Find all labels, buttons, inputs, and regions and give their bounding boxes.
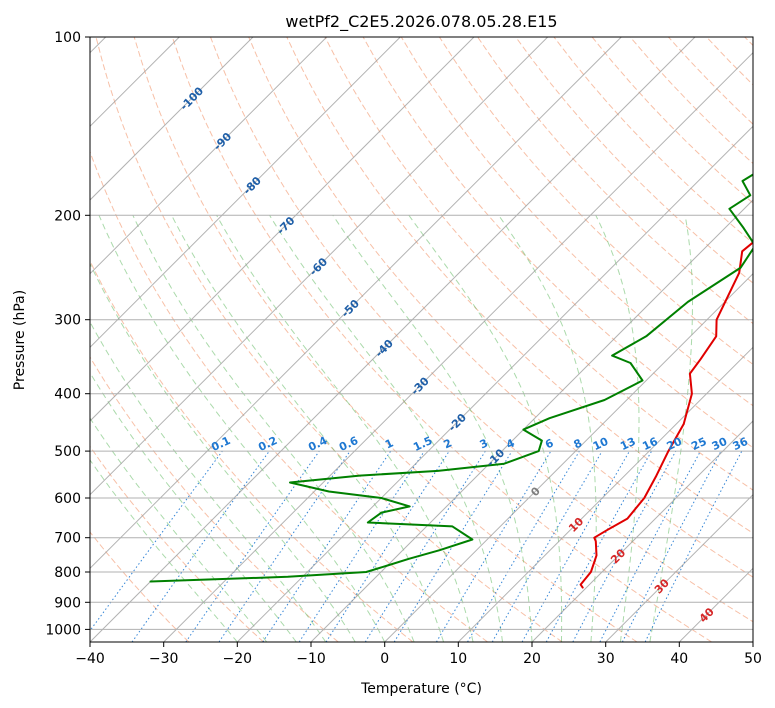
y-tick-label: 600 <box>54 491 81 507</box>
x-tick-label: −30 <box>149 651 179 667</box>
moist-adiabat-line <box>649 215 693 642</box>
pressure-gridlines <box>90 37 753 630</box>
plot-frame <box>89 36 754 643</box>
moist-adiabat-line <box>90 459 238 642</box>
mixing-ratio-label: 36 <box>731 435 751 453</box>
x-tick-label: 20 <box>523 651 541 667</box>
y-tick-label: 800 <box>54 565 81 581</box>
isotherm-line <box>90 37 622 570</box>
mixing-ratio-label: 13 <box>618 435 637 453</box>
mixing-ratio-label: 30 <box>710 435 730 453</box>
temperature-profile-line <box>579 241 753 589</box>
moist-adiabat-line <box>90 262 356 642</box>
y-tick-label: 200 <box>54 208 81 224</box>
dry-adiabat-line <box>95 37 563 642</box>
dry-adiabat-line <box>90 531 190 642</box>
x-axis-title: Temperature (°C) <box>360 681 482 697</box>
isotherm-line <box>605 493 753 642</box>
dewpoint-profile-line <box>149 173 753 583</box>
mixing-ratio-line <box>298 450 425 642</box>
x-tick-label: −10 <box>296 651 326 667</box>
chart-title: wetPf2_C2E5.2026.078.05.28.E15 <box>285 12 557 32</box>
moist-adiabat-line <box>90 417 268 642</box>
isotherm-line <box>384 272 753 642</box>
x-tick-label: −40 <box>75 651 105 667</box>
moist-adiabat-line <box>408 215 563 642</box>
dry-adiabat-line <box>133 37 638 642</box>
y-tick-label: 1000 <box>45 622 81 638</box>
x-tick-label: 30 <box>597 651 615 667</box>
moist-adiabat-line <box>332 215 533 642</box>
mixing-ratio-label: 16 <box>640 435 660 453</box>
x-axis: −40 −30 −20 −10 0 10 20 30 40 50 <box>75 642 762 667</box>
mixing-ratio-line <box>545 450 653 642</box>
reference-lines <box>90 37 753 642</box>
x-tick-label: 10 <box>449 651 467 667</box>
y-tick-label: 500 <box>54 444 81 460</box>
profile-lines <box>149 173 753 589</box>
mixing-ratio-line <box>90 450 223 632</box>
dry-adiabat-line <box>515 37 753 284</box>
y-axis-title: Pressure (hPa) <box>12 290 28 390</box>
dry-adiabat-line <box>248 37 753 578</box>
moist-adiabat-line <box>98 215 386 642</box>
y-tick-label: 900 <box>54 595 81 611</box>
mixing-ratio-label: 20 <box>665 435 685 453</box>
dry-adiabat-line <box>438 37 753 366</box>
mixing-ratio-line <box>521 450 630 642</box>
isotherm-line <box>531 420 753 642</box>
mixing-ratio-line <box>572 450 677 642</box>
mixing-ratio-line <box>131 450 270 642</box>
dry-adiabat-line <box>210 37 753 623</box>
isotherm-line <box>90 37 696 642</box>
mixing-ratio-line <box>185 450 320 642</box>
mixing-ratio-label: 10 <box>591 435 611 453</box>
x-tick-label: 40 <box>670 651 688 667</box>
mixing-ratio-line <box>262 450 392 642</box>
dry-adiabat-line <box>400 37 753 407</box>
mixing-ratio-line <box>644 450 743 642</box>
dry-adiabat-line <box>90 356 339 642</box>
moist-adiabat-line <box>90 321 327 642</box>
x-tick-label: 50 <box>744 651 762 667</box>
dry-adiabat-line <box>90 445 264 642</box>
isotherm-line <box>163 51 753 642</box>
isotherm-line <box>90 37 549 496</box>
isotherm-line <box>90 37 401 349</box>
y-tick-label: 400 <box>54 387 81 403</box>
y-axis: 100 200 300 400 500 600 700 800 900 1000 <box>45 30 90 638</box>
moist-adiabat-line <box>132 215 415 642</box>
y-tick-label: 300 <box>54 313 81 329</box>
mixing-ratio-line <box>325 450 450 642</box>
isotherm-line <box>457 346 753 642</box>
mixing-ratio-label: 25 <box>689 435 708 453</box>
x-tick-label: 0 <box>380 651 389 667</box>
y-tick-label: 100 <box>54 30 81 46</box>
isotherm-line <box>310 199 753 642</box>
dry-adiabat-line <box>171 37 712 642</box>
moist-adiabat-line <box>171 215 445 642</box>
mixing-ratio-line <box>393 450 513 642</box>
moist-adiabat-line <box>90 371 297 642</box>
isotherm-line <box>90 37 328 275</box>
isotherm-line <box>236 125 753 642</box>
isotherm-line <box>90 37 254 201</box>
x-tick-label: −20 <box>223 651 253 667</box>
moist-adiabat-line <box>216 215 474 642</box>
isotherm-line <box>90 37 475 422</box>
y-tick-label: 700 <box>54 531 81 547</box>
moist-adiabat-line <box>269 215 503 642</box>
mixing-ratio-line <box>218 450 351 642</box>
